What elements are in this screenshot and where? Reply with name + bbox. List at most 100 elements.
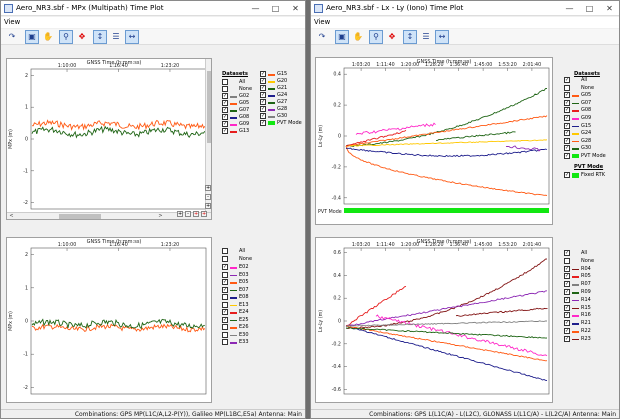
checkbox[interactable] [222, 339, 228, 345]
checkbox[interactable] [222, 294, 228, 300]
checkbox[interactable]: ✓ [564, 153, 570, 159]
iono-glonass-chart[interactable]: GNSS Time (h:mm:ss) 1:03:20 1:11:40 1:20:0… [316, 238, 553, 403]
checkbox[interactable]: ✓ [260, 92, 266, 98]
close-icon[interactable]: ✕ [292, 4, 299, 13]
checkbox[interactable]: ✓ [222, 128, 228, 134]
checkbox[interactable]: ✓ [564, 289, 570, 295]
checkbox[interactable]: ✓ [564, 250, 570, 256]
checkbox[interactable]: ✓ [260, 99, 266, 105]
checkbox[interactable] [222, 79, 228, 85]
minimize-icon[interactable]: — [565, 4, 574, 13]
checkbox[interactable] [564, 257, 570, 264]
checkbox[interactable] [222, 256, 228, 262]
minimize-icon[interactable]: — [251, 4, 260, 13]
pointer-icon[interactable]: ↷ [318, 32, 326, 41]
iono-gps-chart[interactable]: GNSS Time (h:mm:ss) 1:03:20 1:11:40 1:20:0… [316, 58, 553, 225]
checkbox[interactable]: ✓ [564, 77, 570, 83]
checkbox[interactable]: ✓ [222, 100, 228, 106]
magnify-icon[interactable]: ⚲ [59, 30, 73, 44]
autoscale-icon[interactable]: ✥ [388, 32, 396, 41]
checkbox[interactable]: ✓ [564, 92, 570, 99]
x-tick-label: 1:53:20 [498, 62, 517, 68]
scroll-thumb[interactable] [207, 71, 211, 143]
menu-view[interactable]: View [314, 18, 331, 26]
legend-label: G02 [239, 93, 250, 99]
horizontal-scrollbar[interactable]: < > [7, 212, 211, 219]
checkbox[interactable]: ✓ [564, 281, 570, 288]
checkbox[interactable]: ✓ [564, 137, 570, 144]
checkbox[interactable]: ✓ [260, 71, 266, 77]
mpx-galileo-chart[interactable]: GNSS Time (h:mm:ss) 1:10:00 1:16:40 1:23:2… [7, 238, 212, 403]
checkbox[interactable]: ✓ [222, 316, 228, 323]
zoom-in-button[interactable]: + [205, 185, 211, 191]
stack-icon[interactable]: ☰ [112, 32, 120, 41]
checkbox[interactable]: ✓ [564, 312, 570, 319]
checkbox[interactable]: ✓ [564, 172, 570, 178]
checkbox[interactable] [222, 301, 228, 308]
zoom-out-button[interactable]: - [205, 194, 211, 200]
vertical-scrollbar[interactable] [205, 59, 211, 212]
checkbox[interactable]: ✓ [222, 93, 228, 99]
maximize-icon[interactable]: □ [585, 4, 594, 13]
checkbox[interactable]: ✓ [564, 107, 570, 114]
checkbox[interactable]: ✓ [564, 296, 570, 303]
fit-vertical-icon[interactable]: ↕ [403, 30, 417, 44]
checkbox[interactable]: ✓ [260, 85, 266, 91]
legend-label: All [239, 248, 246, 254]
checkbox[interactable]: ✓ [222, 279, 228, 285]
checkbox[interactable]: ✓ [564, 328, 570, 334]
checkbox[interactable]: ✓ [260, 120, 266, 126]
checkbox[interactable]: ✓ [564, 122, 570, 129]
title-bar: Aero_NR3.sbf - Lx - Ly (Iono) Time Plot … [311, 1, 619, 16]
pointer-icon[interactable]: ↷ [8, 32, 16, 41]
fit-vertical-icon[interactable]: ↕ [93, 30, 107, 44]
checkbox[interactable]: ✓ [222, 107, 228, 113]
zoom-v-in-button[interactable]: + [205, 203, 211, 209]
checkbox[interactable]: ✓ [222, 264, 228, 270]
checkbox[interactable] [222, 271, 228, 278]
checkbox[interactable]: ✓ [564, 335, 570, 342]
checkbox[interactable] [222, 324, 228, 330]
checkbox[interactable] [222, 331, 228, 338]
checkbox[interactable]: ✓ [564, 320, 570, 327]
fit-horizontal-icon[interactable]: ↔ [125, 30, 139, 44]
checkbox[interactable]: ✓ [260, 106, 266, 112]
menu-view[interactable]: View [4, 18, 21, 26]
scroll-thumb[interactable] [59, 214, 101, 219]
scroll-right-icon[interactable]: > [158, 213, 163, 219]
zoom-h-in-button[interactable]: + [177, 211, 183, 217]
zoom-reset-button[interactable]: + [193, 211, 199, 217]
zoom-h-out-button[interactable]: - [185, 211, 191, 217]
checkbox[interactable]: ✓ [222, 114, 228, 120]
mpx-gps-chart[interactable]: GNSS Time (h:mm:ss) 1:10:00 1:16:40 1:23:2… [7, 59, 212, 220]
scroll-left-icon[interactable]: < [9, 213, 14, 219]
checkbox[interactable] [222, 248, 228, 254]
checkbox[interactable]: ✓ [564, 130, 570, 137]
hand-pan-icon[interactable]: ✋ [353, 32, 363, 41]
zoom-box-icon[interactable]: ▣ [25, 30, 39, 44]
hand-pan-icon[interactable]: ✋ [43, 32, 53, 41]
zoom-box-icon[interactable]: ▣ [335, 30, 349, 44]
checkbox[interactable]: ✓ [222, 121, 228, 127]
checkbox[interactable]: ✓ [564, 145, 570, 152]
checkbox[interactable]: ✓ [222, 286, 228, 293]
checkbox[interactable]: ✓ [564, 265, 570, 272]
close-icon[interactable]: ✕ [606, 4, 613, 13]
checkbox[interactable]: ✓ [564, 273, 570, 280]
zoom-reset-v-button[interactable]: + [201, 211, 207, 217]
checkbox[interactable] [564, 84, 570, 91]
checkbox[interactable]: ✓ [222, 309, 228, 315]
plot-title: GNSS Time (h:mm:ss) [87, 239, 142, 245]
checkbox[interactable] [222, 86, 228, 92]
autoscale-icon[interactable]: ✥ [78, 32, 86, 41]
fit-horizontal-icon[interactable]: ↔ [435, 30, 449, 44]
checkbox[interactable]: ✓ [564, 304, 570, 311]
stack-icon[interactable]: ☰ [422, 32, 430, 41]
checkbox[interactable]: ✓ [260, 113, 266, 119]
series-r05-line [345, 285, 407, 326]
magnify-icon[interactable]: ⚲ [369, 30, 383, 44]
checkbox[interactable]: ✓ [564, 115, 570, 121]
maximize-icon[interactable]: □ [271, 4, 280, 13]
checkbox[interactable]: ✓ [260, 78, 266, 84]
checkbox[interactable]: ✓ [564, 99, 570, 106]
